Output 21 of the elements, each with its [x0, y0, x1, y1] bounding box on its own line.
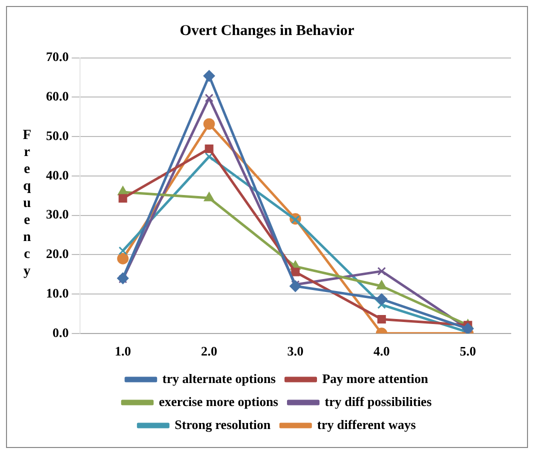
legend-label: Pay more attention — [322, 370, 429, 386]
x-tick-label: 4.0 — [374, 344, 390, 359]
y-tick-label: 70.0 — [46, 49, 69, 64]
legend-label: exercise more options — [158, 394, 278, 409]
y-tick-label: 60.0 — [46, 88, 69, 104]
legend-label: try alternate options — [162, 370, 276, 386]
y-tick-label: 0.0 — [52, 324, 69, 340]
y-tick-label: 20.0 — [46, 246, 69, 262]
y-tick-label: 40.0 — [46, 167, 69, 182]
text: Frequency — [22, 128, 32, 279]
x-tick-label: 2.0 — [201, 344, 218, 359]
y-tick-label: 30.0 — [46, 206, 69, 222]
x-tick-label: 3.0 — [287, 344, 304, 359]
y-tick-label: 10.0 — [46, 285, 69, 300]
y-tick-label: 50.0 — [46, 128, 69, 143]
legend-label: try different ways — [317, 416, 416, 432]
legend-label: Strong resolution — [174, 416, 272, 432]
legend-label: try diff possibilities — [324, 394, 432, 409]
x-tick-label: 5.0 — [460, 344, 476, 359]
chart-title: Overt Changes in Behavior — [178, 23, 356, 40]
x-tick-label: 1.0 — [114, 344, 131, 359]
